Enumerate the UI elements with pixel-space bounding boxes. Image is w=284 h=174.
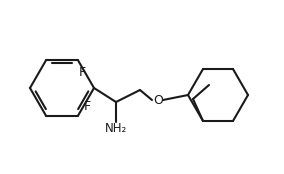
Text: NH₂: NH₂: [105, 122, 127, 136]
Text: O: O: [153, 93, 163, 106]
Text: F: F: [78, 66, 85, 79]
Text: F: F: [83, 100, 91, 113]
